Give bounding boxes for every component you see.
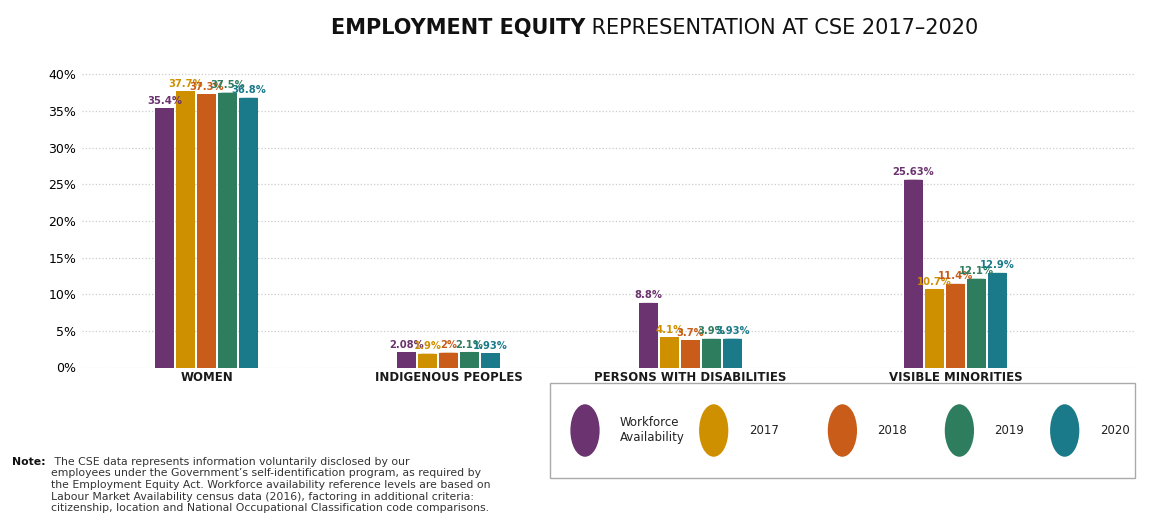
Text: Workforce
Availability: Workforce Availability <box>620 416 684 445</box>
Text: 2018: 2018 <box>878 424 907 437</box>
Text: 35.4%: 35.4% <box>147 96 183 106</box>
Bar <box>968 279 986 368</box>
Bar <box>397 352 415 368</box>
Text: VISIBLE MINORITIES: VISIBLE MINORITIES <box>889 371 1023 384</box>
Text: 3.93%: 3.93% <box>715 326 750 336</box>
Text: PERSONS WITH DISABILITIES: PERSONS WITH DISABILITIES <box>594 371 786 384</box>
Text: 4.1%: 4.1% <box>655 325 683 335</box>
Text: 25.63%: 25.63% <box>893 167 935 177</box>
Bar <box>681 340 700 367</box>
Text: WOMEN: WOMEN <box>180 371 233 384</box>
Text: 2020: 2020 <box>1100 424 1129 437</box>
Text: 37.7%: 37.7% <box>168 79 202 89</box>
Text: 3.7%: 3.7% <box>676 328 704 338</box>
Bar <box>418 353 436 368</box>
Text: 2.08%: 2.08% <box>388 340 424 350</box>
Text: 1.93%: 1.93% <box>473 341 508 351</box>
Bar <box>947 284 965 368</box>
Text: 37.3%: 37.3% <box>190 82 223 92</box>
Bar <box>660 338 679 367</box>
Bar <box>904 180 923 368</box>
Text: 37.5%: 37.5% <box>211 80 246 90</box>
Bar <box>177 91 195 368</box>
Bar <box>198 94 216 368</box>
Text: 12.9%: 12.9% <box>980 260 1016 270</box>
Text: EMPLOYMENT EQUITY: EMPLOYMENT EQUITY <box>331 18 585 38</box>
Text: 8.8%: 8.8% <box>634 290 662 300</box>
Bar <box>460 352 479 368</box>
Bar <box>925 289 944 368</box>
Text: 2019: 2019 <box>994 424 1025 437</box>
Bar <box>240 98 259 367</box>
Text: INDIGENOUS PEOPLES: INDIGENOUS PEOPLES <box>374 371 522 384</box>
Bar <box>639 303 658 367</box>
Text: 3.9%: 3.9% <box>697 327 725 337</box>
Text: 12.1%: 12.1% <box>959 266 994 276</box>
Bar <box>481 353 500 368</box>
Text: Note:: Note: <box>12 457 46 467</box>
Text: 10.7%: 10.7% <box>917 277 952 287</box>
Text: 2%: 2% <box>440 340 457 350</box>
Text: REPRESENTATION AT CSE 2017–2020: REPRESENTATION AT CSE 2017–2020 <box>585 18 978 38</box>
Bar <box>723 339 742 367</box>
Bar <box>156 108 174 368</box>
Text: 11.4%: 11.4% <box>938 271 973 281</box>
Text: The CSE data represents information voluntarily disclosed by our
employees under: The CSE data represents information volu… <box>51 457 491 513</box>
Text: 2.1%: 2.1% <box>455 340 483 350</box>
Bar <box>989 273 1007 368</box>
Bar <box>439 353 457 367</box>
Text: 1.9%: 1.9% <box>413 341 441 351</box>
Text: 36.8%: 36.8% <box>232 86 267 96</box>
Text: 2017: 2017 <box>749 424 779 437</box>
Bar <box>702 339 721 368</box>
Bar <box>219 93 238 367</box>
